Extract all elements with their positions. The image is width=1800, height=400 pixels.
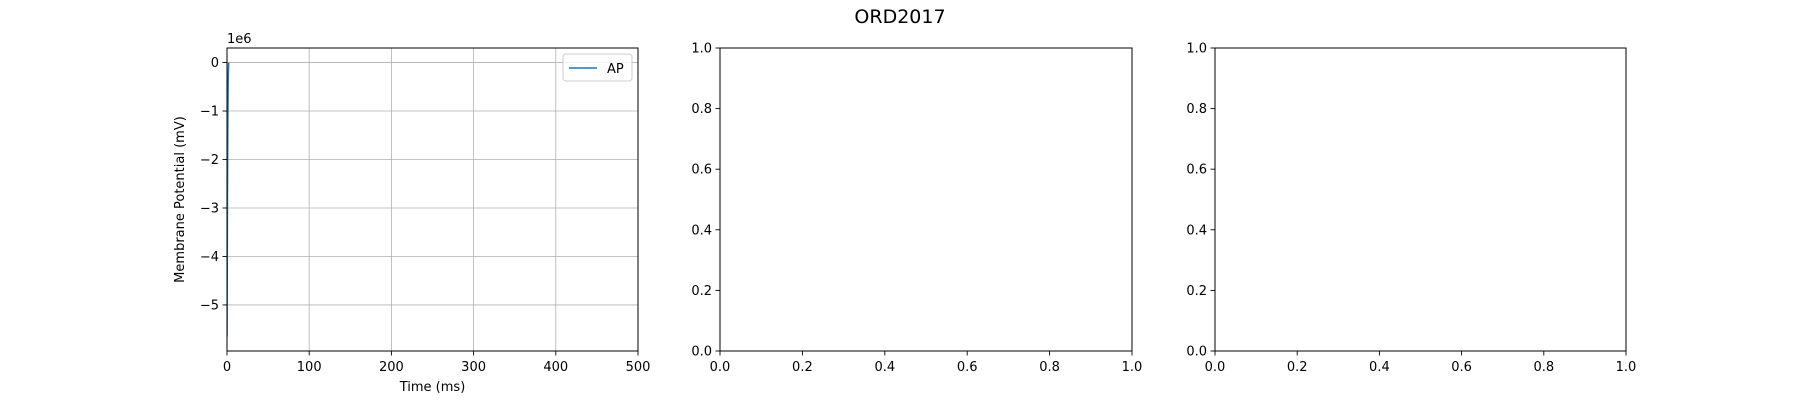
x-tick-label: 0.4 [1369,360,1390,375]
y-tick-label: 0.2 [1186,284,1207,299]
y-tick-label: 0.6 [1186,163,1207,178]
y-tick-label: 0.8 [1186,102,1207,117]
legend: AP [562,53,633,82]
y-offset-label: 1e6 [227,32,252,47]
x-tick-label: 0.8 [1533,360,1554,375]
y-axis-label: Membrane Potential (mV) [173,116,188,283]
y-tick-label: 0.4 [691,223,712,238]
x-tick-label: 300 [461,360,486,375]
figure-title: ORD2017 [854,6,945,28]
y-tick-label: 0.6 [691,163,712,178]
x-tick-label: 0.6 [957,360,978,375]
x-tick-label: 0.0 [1205,360,1226,375]
y-tick-label: −5 [200,298,219,313]
y-tick-label: 0.0 [691,345,712,360]
x-tick-label: 0.8 [1039,360,1060,375]
legend-box [562,53,633,82]
x-tick-label: 0.4 [874,360,895,375]
axes-frame [1214,47,1627,352]
y-tick-label: −1 [200,105,219,120]
x-axis-label: Time (ms) [399,380,466,395]
legend-label: AP [607,62,624,77]
axes-frame [226,47,639,352]
axes-empty-middle: 0.0 0.2 0.4 0.6 0.8 1.0 0.0 0.2 0.4 0.6 0.8 1.0 [691,42,1142,376]
x-tick-label: 0.2 [792,360,813,375]
y-tick-label: 1.0 [1186,42,1207,57]
x-tick-label: 100 [297,360,322,375]
x-tick-label: 200 [379,360,404,375]
x-tick-label: 0.6 [1451,360,1472,375]
y-tick-label: 0.4 [1186,223,1207,238]
x-tick-label: 400 [543,360,568,375]
y-tick-label: 0.2 [691,284,712,299]
x-tick-label: 0.0 [710,360,731,375]
y-tick-label: 0 [211,56,219,71]
axes-membrane-potential: 0 100 200 300 400 500 0 −1 −2 −3 −4 −5 Time (ms) Memb… [173,32,650,395]
x-tick-label: 1.0 [1616,360,1637,375]
axes-empty-right: 0.0 0.2 0.4 0.6 0.8 1.0 0.0 0.2 0.4 0.6 0.8 1.0 [1186,42,1636,376]
x-tick-label: 500 [626,360,651,375]
y-tick-label: 0.8 [691,102,712,117]
y-tick-label: −3 [200,201,219,216]
y-tick-label: −4 [200,250,219,265]
x-tick-label: 0.2 [1287,360,1308,375]
x-tick-label: 0 [223,360,231,375]
y-tick-label: −2 [200,153,219,168]
axes-frame [719,47,1133,352]
y-tick-label: 1.0 [691,42,712,57]
x-tick-label: 1.0 [1122,360,1143,375]
y-tick-label: 0.0 [1186,345,1207,360]
